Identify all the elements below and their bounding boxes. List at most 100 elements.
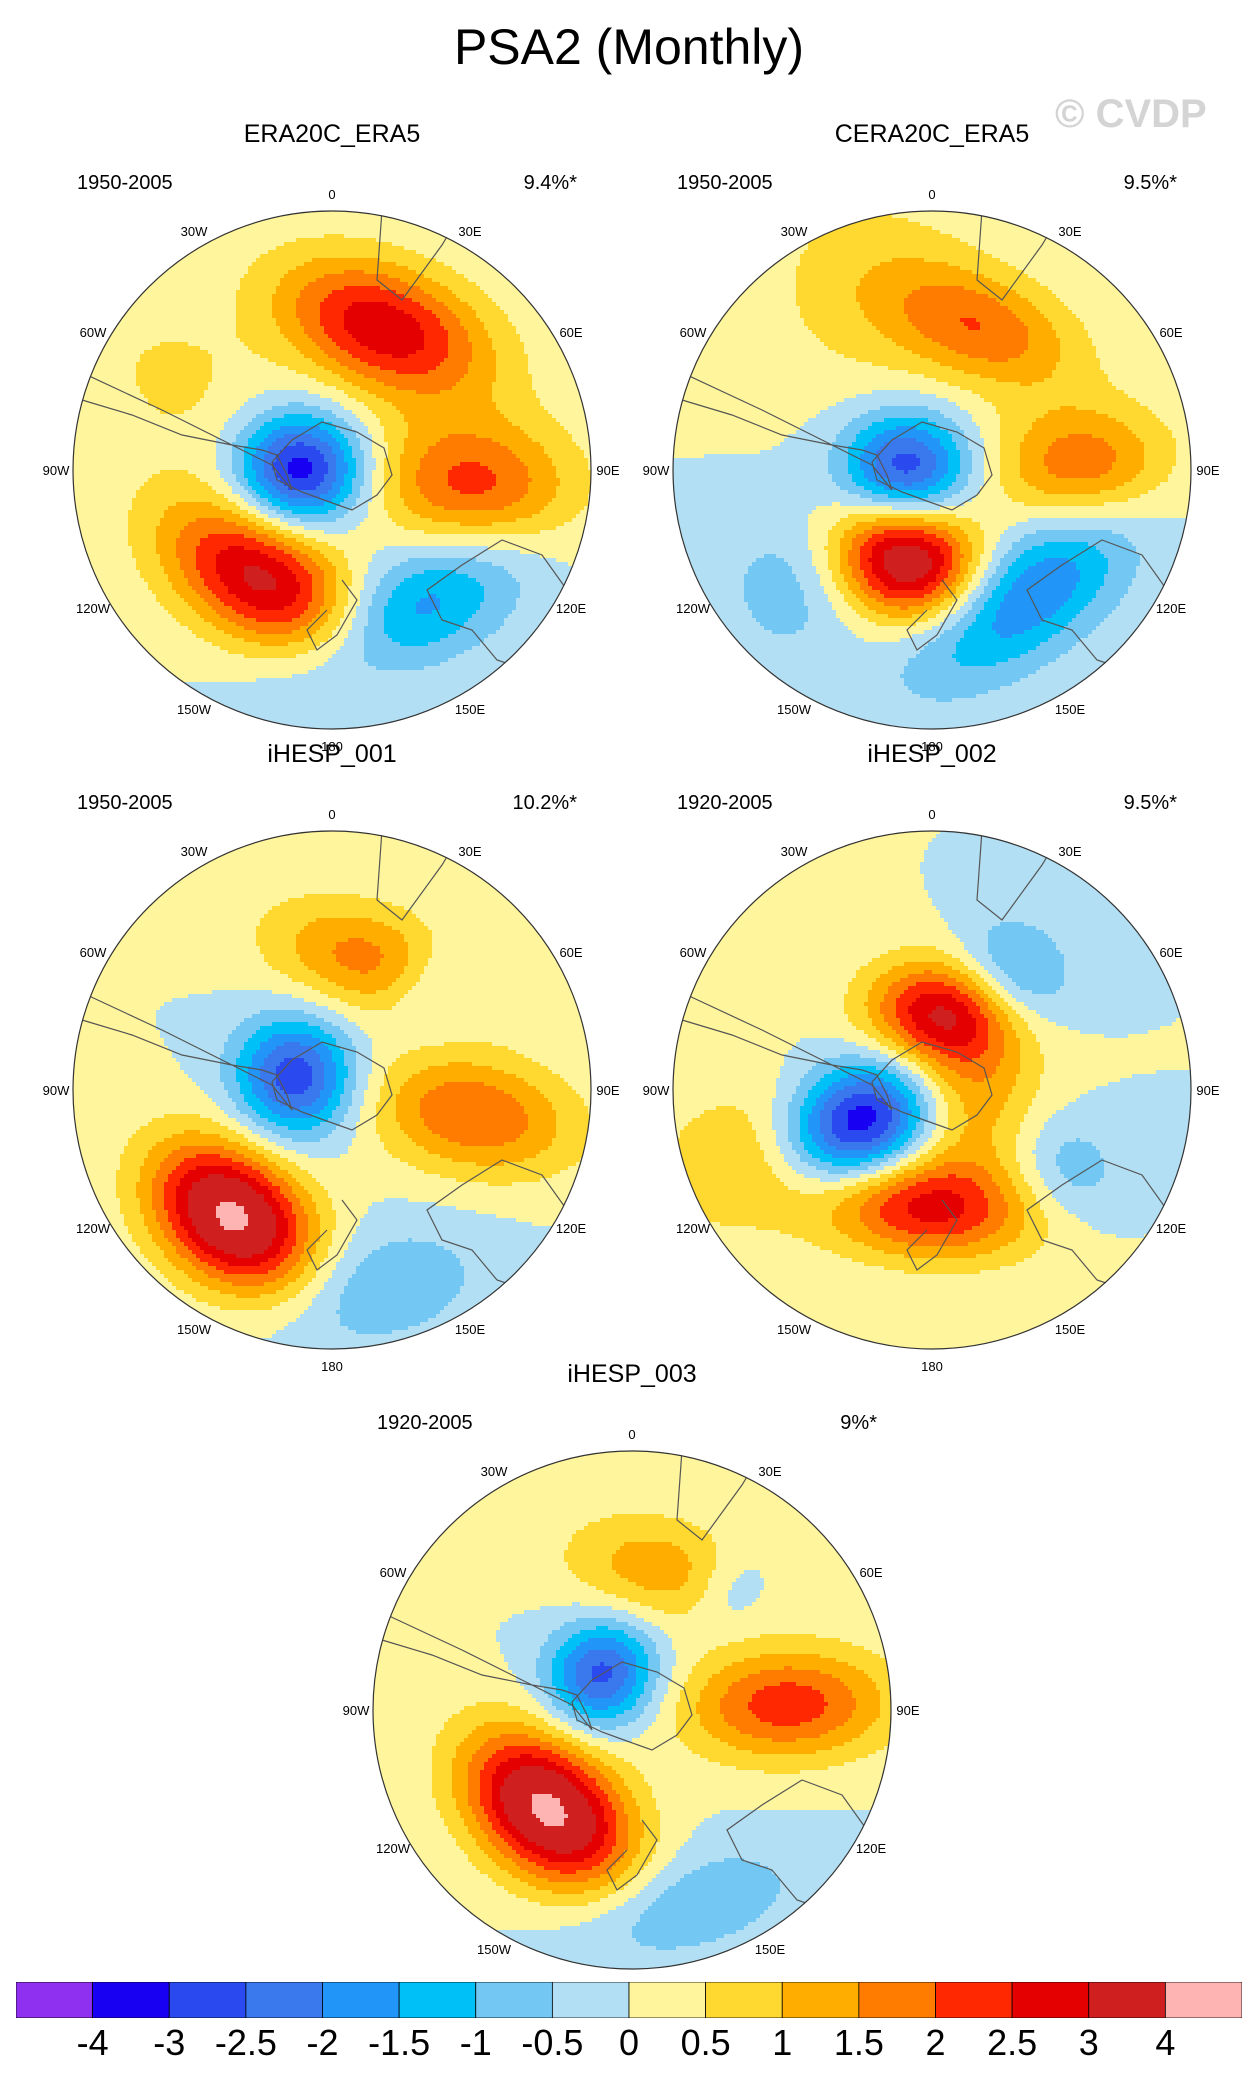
longitude-label: 120E bbox=[1156, 1221, 1187, 1236]
panel-title: iHESP_003 bbox=[332, 1360, 932, 1389]
colorbar-tick-label: 0.5 bbox=[666, 2022, 746, 2064]
longitude-label: 150W bbox=[777, 702, 812, 717]
colorbar-tick-label: -3 bbox=[129, 2022, 209, 2064]
longitude-label: 60E bbox=[1159, 945, 1182, 960]
longitude-label: 60W bbox=[680, 325, 707, 340]
longitude-label: 30E bbox=[758, 1464, 781, 1479]
longitude-label: 120E bbox=[556, 601, 587, 616]
colorbar-swatch bbox=[936, 1982, 1013, 2018]
colorbar-tick-label: -0.5 bbox=[512, 2022, 592, 2064]
longitude-label: 90W bbox=[43, 463, 70, 478]
longitude-label: 150W bbox=[777, 1322, 812, 1337]
colorbar-tick-label: -4 bbox=[53, 2022, 133, 2064]
longitude-label: 30W bbox=[181, 224, 208, 239]
longitude-label: 0 bbox=[328, 807, 335, 822]
longitude-label: 60W bbox=[380, 1565, 407, 1580]
longitude-label: 60E bbox=[559, 325, 582, 340]
colorbar-tick-label: -1 bbox=[436, 2022, 516, 2064]
colorbar-tick-label: 0 bbox=[589, 2022, 669, 2064]
longitude-label: 90E bbox=[596, 463, 619, 478]
contour-field bbox=[672, 830, 1193, 1351]
longitude-label: 150E bbox=[455, 1322, 486, 1337]
colorbar-tick-label: -2 bbox=[283, 2022, 363, 2064]
colorbar-tick-label: 1 bbox=[742, 2022, 822, 2064]
period-label: 1920-2005 bbox=[377, 1412, 473, 1435]
colorbar-swatch bbox=[1012, 1982, 1089, 2018]
longitude-label: 90E bbox=[1196, 1083, 1219, 1098]
colorbar-swatch bbox=[399, 1982, 476, 2018]
longitude-label: 120E bbox=[856, 1841, 887, 1856]
longitude-label: 60W bbox=[680, 945, 707, 960]
longitude-label: 30W bbox=[781, 224, 808, 239]
contour-field bbox=[372, 1450, 893, 1971]
longitude-label: 0 bbox=[928, 807, 935, 822]
longitude-label: 150W bbox=[177, 1322, 212, 1337]
longitude-label: 60E bbox=[859, 1565, 882, 1580]
longitude-label: 30W bbox=[781, 844, 808, 859]
colorbar-swatch bbox=[1165, 1982, 1242, 2018]
longitude-label: 120W bbox=[676, 1221, 711, 1236]
longitude-label: 30W bbox=[481, 1464, 508, 1479]
longitude-label: 90W bbox=[343, 1703, 370, 1718]
longitude-label: 150E bbox=[755, 1942, 786, 1957]
longitude-label: 30E bbox=[1058, 844, 1081, 859]
variance-percent: 10.2%* bbox=[462, 792, 577, 815]
longitude-label: 30E bbox=[458, 224, 481, 239]
longitude-label: 150E bbox=[455, 702, 486, 717]
colorbar-tick-label: -1.5 bbox=[359, 2022, 439, 2064]
period-label: 1950-2005 bbox=[77, 792, 173, 815]
colorbar-swatch bbox=[859, 1982, 936, 2018]
colorbar-swatch bbox=[323, 1982, 400, 2018]
variance-percent: 9.5%* bbox=[1062, 172, 1177, 195]
longitude-label: 150E bbox=[1055, 1322, 1086, 1337]
longitude-label: 0 bbox=[628, 1427, 635, 1442]
colorbar-swatch bbox=[782, 1982, 859, 2018]
contour-field bbox=[672, 210, 1193, 731]
longitude-label: 60E bbox=[1159, 325, 1182, 340]
longitude-label: 120W bbox=[76, 1221, 111, 1236]
longitude-label: 120E bbox=[1156, 601, 1187, 616]
longitude-label: 30E bbox=[458, 844, 481, 859]
contour-field bbox=[72, 210, 593, 731]
period-label: 1950-2005 bbox=[677, 172, 773, 195]
colorbar-swatch bbox=[1089, 1982, 1166, 2018]
longitude-label: 90E bbox=[896, 1703, 919, 1718]
longitude-label: 30W bbox=[181, 844, 208, 859]
panel-title: CERA20C_ERA5 bbox=[632, 120, 1232, 149]
panel-title: iHESP_002 bbox=[632, 740, 1232, 769]
main-title: PSA2 (Monthly) bbox=[0, 18, 1258, 76]
colorbar-tick-label: 3 bbox=[1049, 2022, 1129, 2064]
variance-percent: 9.5%* bbox=[1062, 792, 1177, 815]
colorbar-swatch bbox=[552, 1982, 629, 2018]
longitude-label: 90E bbox=[596, 1083, 619, 1098]
colorbar-swatch bbox=[16, 1982, 93, 2018]
longitude-label: 90W bbox=[643, 463, 670, 478]
colorbar-tick-label: 2 bbox=[896, 2022, 976, 2064]
colorbar-swatch bbox=[629, 1982, 706, 2018]
longitude-label: 120W bbox=[76, 601, 111, 616]
longitude-label: 120W bbox=[376, 1841, 411, 1856]
longitude-label: 0 bbox=[928, 187, 935, 202]
longitude-label: 60E bbox=[559, 945, 582, 960]
colorbar-tick-label: 2.5 bbox=[972, 2022, 1052, 2064]
longitude-label: 90W bbox=[643, 1083, 670, 1098]
panel-title: ERA20C_ERA5 bbox=[32, 120, 632, 149]
variance-percent: 9.4%* bbox=[462, 172, 577, 195]
longitude-label: 150E bbox=[1055, 702, 1086, 717]
colorbar-swatch bbox=[706, 1982, 783, 2018]
colorbar-tick-label: 4 bbox=[1125, 2022, 1205, 2064]
longitude-label: 150W bbox=[177, 702, 212, 717]
period-label: 1950-2005 bbox=[77, 172, 173, 195]
longitude-label: 60W bbox=[80, 945, 107, 960]
longitude-label: 90E bbox=[1196, 463, 1219, 478]
longitude-label: 150W bbox=[477, 1942, 512, 1957]
colorbar-swatch bbox=[246, 1982, 323, 2018]
longitude-label: 0 bbox=[328, 187, 335, 202]
longitude-label: 30E bbox=[1058, 224, 1081, 239]
period-label: 1920-2005 bbox=[677, 792, 773, 815]
panel-title: iHESP_001 bbox=[32, 740, 632, 769]
